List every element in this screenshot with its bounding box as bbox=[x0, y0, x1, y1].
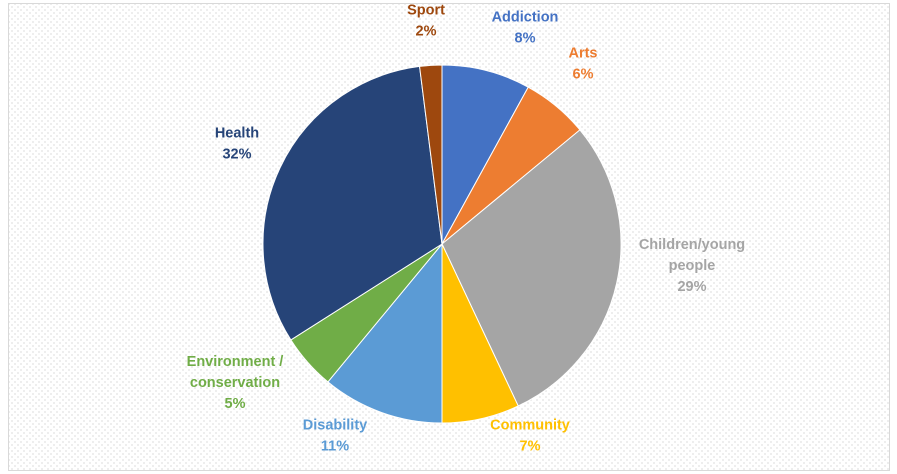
pie-slice-health bbox=[262, 65, 443, 341]
slice-value-label: 5% bbox=[225, 396, 246, 412]
slice-label-sport: Sport 2% bbox=[407, 3, 445, 40]
slice-category-label: Health bbox=[215, 126, 259, 142]
slice-value-label: 2% bbox=[416, 24, 437, 40]
slice-label-children-young-people: Children/young people 29% bbox=[639, 237, 745, 295]
slice-label-addiction: Addiction 8% bbox=[492, 10, 559, 47]
slice-category-label: Community bbox=[490, 418, 570, 434]
slice-category-label: Sport bbox=[407, 3, 445, 19]
slice-label-arts: Arts 6% bbox=[568, 46, 597, 83]
slice-value-label: 7% bbox=[520, 439, 541, 455]
slice-label-environment-conservation: Environment / conservation 5% bbox=[187, 354, 284, 412]
pie-slice-disability bbox=[327, 242, 443, 424]
slice-value-label: 11% bbox=[321, 439, 349, 455]
slice-category-label: Arts bbox=[568, 46, 597, 62]
pie-slice-children-young-people bbox=[441, 129, 622, 407]
slice-category-label: Disability bbox=[303, 418, 367, 434]
slice-label-health: Health 32% bbox=[215, 126, 259, 163]
slice-value-label: 32% bbox=[222, 147, 251, 163]
slice-value-label: 8% bbox=[515, 31, 536, 47]
slice-label-disability: Disability 11% bbox=[303, 418, 367, 455]
pie-slice-addiction bbox=[441, 64, 529, 245]
slice-label-community: Community 7% bbox=[490, 418, 570, 455]
slice-category-label: Addiction bbox=[492, 10, 559, 26]
slice-value-label: 6% bbox=[573, 67, 594, 83]
slice-category-label: conservation bbox=[190, 375, 280, 391]
pie-slice-sport bbox=[419, 64, 443, 245]
slice-category-label: Children/young bbox=[639, 237, 745, 253]
slice-value-label: 29% bbox=[677, 279, 706, 295]
slice-category-label: Environment / bbox=[187, 354, 284, 370]
slice-labels: Addiction 8% Arts 6% Children/young people 29%… bbox=[187, 3, 746, 455]
pie-slices bbox=[262, 64, 622, 424]
slice-category-label: people bbox=[669, 258, 716, 274]
